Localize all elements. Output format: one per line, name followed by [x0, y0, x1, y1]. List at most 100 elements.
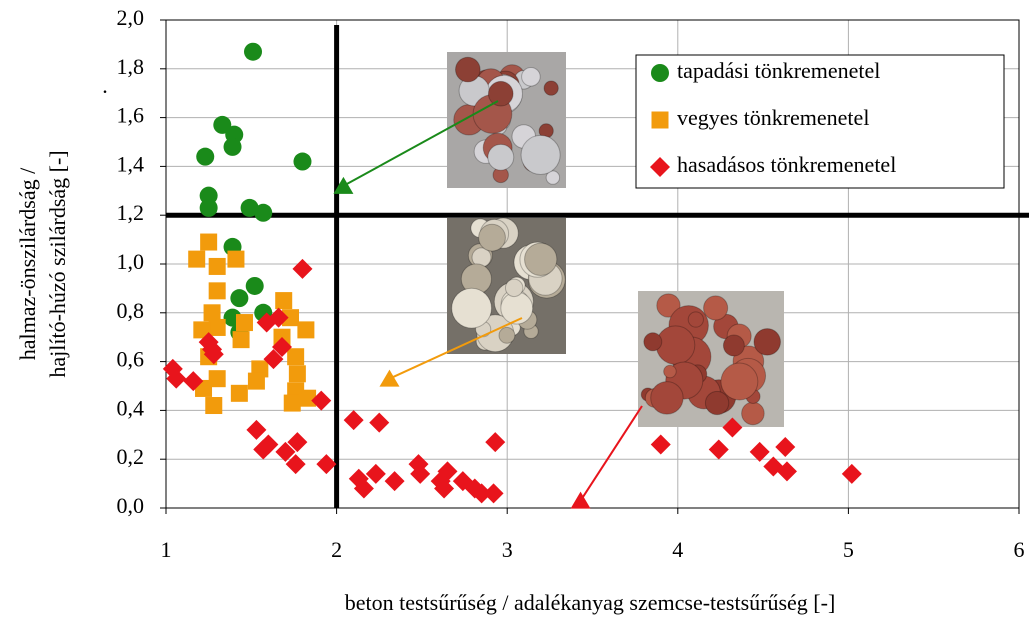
point — [287, 432, 308, 453]
point — [258, 434, 279, 455]
photo-grain — [520, 134, 561, 175]
point — [193, 321, 211, 339]
photo-grain — [478, 223, 506, 252]
photo-grain — [655, 325, 696, 365]
point — [275, 292, 293, 310]
point — [384, 471, 405, 492]
point — [213, 115, 232, 134]
y-tick-label: 0,0 — [117, 493, 145, 518]
photo-grain — [524, 242, 558, 276]
point — [485, 432, 506, 453]
point — [240, 198, 259, 217]
point — [282, 309, 300, 327]
photo-grain — [753, 328, 781, 356]
point — [343, 410, 364, 431]
point — [311, 390, 332, 411]
x-tick-label: 5 — [843, 537, 854, 562]
point — [776, 461, 797, 482]
photo-grain — [521, 66, 541, 87]
point — [230, 384, 248, 402]
point — [203, 304, 221, 322]
y-tick-label: 1,0 — [117, 249, 145, 274]
x-tick-label: 2 — [331, 537, 342, 562]
point — [223, 137, 242, 156]
point — [283, 394, 301, 412]
y-tick-label: 0,4 — [117, 395, 145, 420]
photo-grain — [451, 287, 493, 329]
photo-grain — [487, 80, 514, 107]
y-tick-label: 1,8 — [117, 54, 145, 79]
y-tick-label: 0,8 — [117, 298, 145, 323]
legend-marker — [651, 111, 669, 129]
point — [410, 463, 431, 484]
point — [247, 372, 265, 390]
photo-grain — [643, 332, 663, 352]
point — [841, 463, 862, 484]
point — [288, 365, 306, 383]
y-tick-label: 0,2 — [117, 444, 145, 469]
photo-grain — [656, 293, 681, 318]
point — [208, 370, 226, 388]
marker — [570, 491, 591, 509]
point — [208, 282, 226, 300]
point — [293, 152, 312, 171]
x-tick-label: 4 — [672, 537, 683, 562]
point — [263, 349, 284, 370]
point — [245, 276, 264, 295]
point — [365, 463, 386, 484]
point — [471, 483, 492, 504]
x-tick-label: 1 — [161, 537, 172, 562]
point — [208, 257, 226, 275]
point — [275, 441, 296, 462]
point — [316, 454, 337, 475]
point — [650, 434, 671, 455]
photo-grain — [650, 381, 684, 415]
legend: tapadási tönkremenetel vegyes tönkremenet… — [635, 54, 1005, 189]
y-axis-label: hajlító-húzó szilárdság [-] — [45, 150, 70, 377]
x-axis-label: beton testsűrűség / adalékanyag szemcse-… — [345, 590, 836, 615]
point — [196, 147, 215, 166]
note: . — [102, 73, 108, 98]
legend-box — [635, 54, 1005, 189]
point — [483, 483, 504, 504]
point — [246, 419, 267, 440]
point — [230, 289, 249, 308]
photo-grain — [504, 278, 524, 298]
point — [722, 417, 743, 438]
photos — [447, 52, 784, 427]
point — [183, 371, 204, 392]
photo-grain — [720, 362, 759, 401]
photo-grain — [455, 56, 481, 83]
point — [292, 258, 313, 279]
photo-grain — [741, 401, 765, 426]
point — [272, 336, 293, 357]
x-tick-label: 3 — [502, 537, 513, 562]
x-tick-label: 6 — [1014, 537, 1025, 562]
point — [232, 331, 250, 349]
marker — [333, 176, 354, 194]
legend-marker — [651, 64, 669, 82]
y-tick-label: 1,4 — [117, 151, 145, 176]
marker — [379, 369, 400, 387]
legend-label: hasadásos tönkremenetel — [677, 152, 896, 177]
point — [434, 478, 455, 499]
point — [254, 203, 273, 222]
point — [166, 368, 187, 389]
point — [297, 321, 315, 339]
arrow — [342, 100, 499, 187]
point — [353, 478, 374, 499]
point — [775, 437, 796, 457]
arrow — [579, 405, 643, 502]
point — [227, 250, 245, 268]
y-tick-label: 1,2 — [117, 200, 145, 225]
photo-grain — [663, 364, 677, 379]
photo-grain — [704, 390, 730, 416]
photo-grain — [487, 143, 515, 171]
photo-grain — [722, 334, 745, 357]
point — [199, 198, 218, 217]
point — [287, 348, 305, 366]
point — [437, 461, 458, 482]
photo-grain — [545, 170, 561, 185]
point — [708, 439, 729, 460]
